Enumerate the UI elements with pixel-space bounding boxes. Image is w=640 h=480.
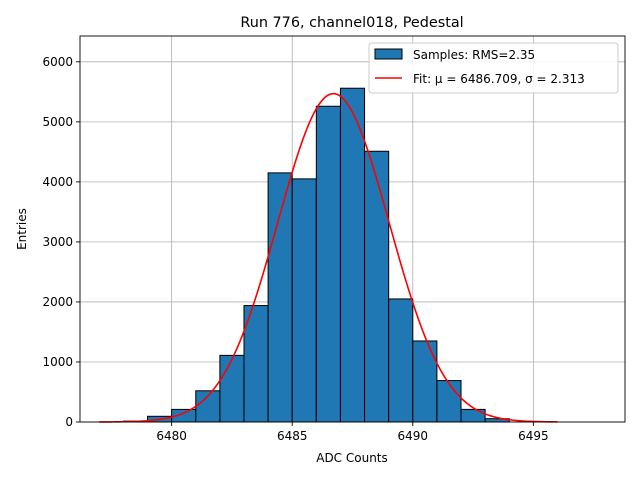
histogram-bar: [219, 354, 245, 423]
histogram-bar: [412, 340, 438, 423]
legend: Samples: RMS=2.35 Fit: μ = 6486.709, σ = …: [368, 42, 619, 94]
axes-frame: [79, 35, 626, 423]
fit-curve: [99, 92, 558, 423]
y-tick-label: 4000: [42, 175, 73, 189]
x-tick-label: 6490: [398, 429, 429, 443]
histogram-bar: [315, 105, 341, 423]
histogram-bar: [436, 380, 462, 423]
y-tick-label: 6000: [42, 55, 73, 69]
chart-title: Run 776, channel018, Pedestal: [240, 15, 463, 31]
histogram-bar: [460, 408, 486, 423]
histogram-bar: [339, 87, 366, 423]
y-tick-label: 2000: [42, 295, 73, 309]
x-tick-label: 6495: [518, 429, 549, 443]
histogram-bar: [364, 150, 390, 423]
plot-area: 6480 6485 6490 6495 0 1000 2000 3000 4000 5000 600…: [42, 35, 626, 443]
legend-fit-label: Fit: μ = 6486.709, σ = 2.313: [413, 72, 585, 86]
legend-box: [368, 42, 619, 94]
histogram-bar: [388, 298, 414, 423]
y-tick-label: 3000: [42, 235, 73, 249]
histogram-bar: [267, 172, 293, 423]
x-tick-label: 6485: [277, 429, 308, 443]
y-axis-label: Entries: [15, 208, 29, 250]
legend-histogram-swatch: [374, 48, 403, 60]
y-tick-label: 5000: [42, 115, 73, 129]
legend-histogram-label: Samples: RMS=2.35: [413, 48, 535, 62]
x-axis-label: ADC Counts: [316, 451, 388, 465]
histogram-bar: [291, 178, 317, 423]
x-tick-label: 6480: [156, 429, 187, 443]
y-tick-label: 1000: [42, 355, 73, 369]
y-tick-label: 0: [65, 415, 73, 429]
